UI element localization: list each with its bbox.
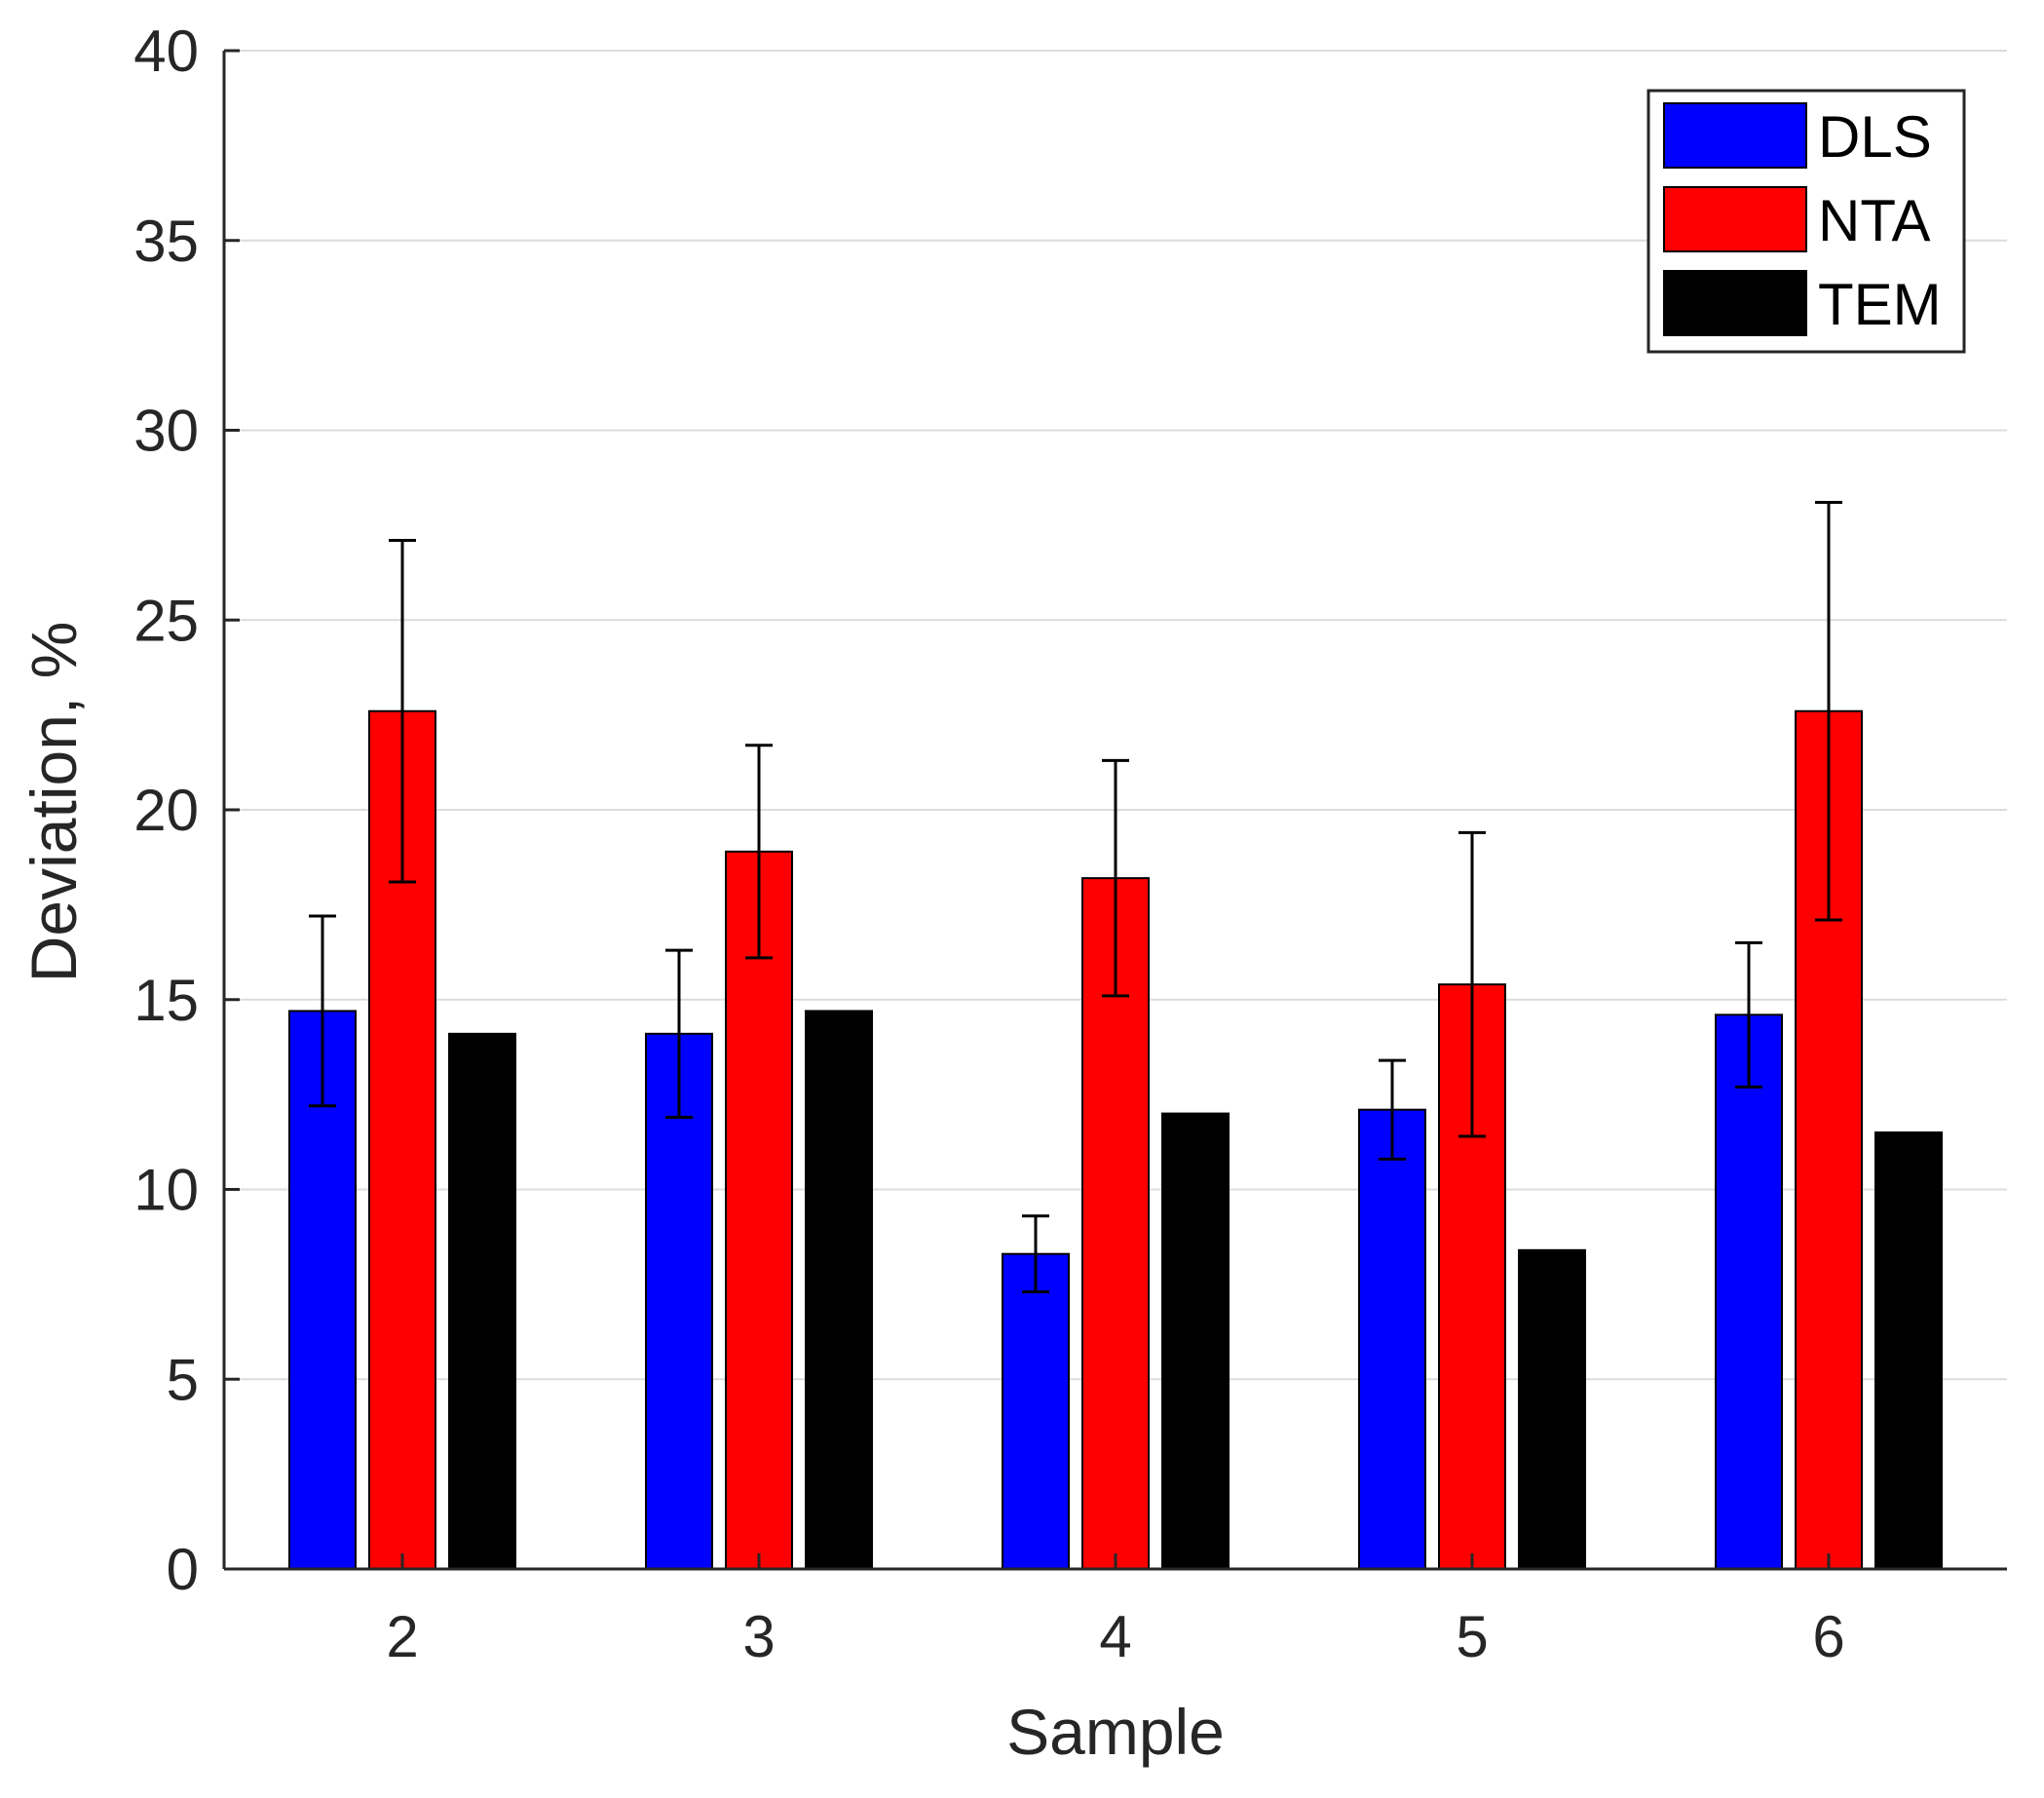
bar-tem-sample-3: [805, 1010, 873, 1571]
y-axis-title: Deviation, %: [18, 622, 90, 983]
bar-dls-sample-6: [1715, 1014, 1783, 1570]
x-tick-label: 3: [742, 1604, 775, 1669]
y-tick-label: 40: [133, 19, 199, 84]
x-tick-labels: 2 3 4 5 6: [386, 1604, 1844, 1669]
y-tick-label: 0: [167, 1537, 199, 1602]
x-tick-label: 4: [1099, 1604, 1131, 1669]
bars: [288, 709, 1943, 1571]
legend-label-tem: TEM: [1818, 272, 1942, 337]
legend-label-nta: NTA: [1818, 188, 1931, 253]
legend-label-dls: DLS: [1818, 104, 1932, 170]
legend-items: DLS NTA TEM: [1663, 102, 1942, 337]
bar-dls-sample-5: [1358, 1108, 1426, 1570]
bar-dls-sample-3: [645, 1032, 713, 1571]
legend-swatch-dls: [1663, 102, 1807, 169]
y-tick-label: 10: [133, 1158, 199, 1223]
y-tick-label: 20: [133, 778, 199, 843]
x-axis-title: Sample: [1006, 1696, 1225, 1768]
bar-dls-sample-4: [1002, 1252, 1070, 1570]
x-tick-label: 2: [386, 1604, 418, 1669]
axes: [222, 49, 2007, 1571]
legend-swatch-tem: [1663, 270, 1807, 336]
y-tick-label: 15: [133, 968, 199, 1033]
y-tick-labels: 0 5 10 15 20 25 30 35 40: [133, 19, 199, 1602]
bar-tem-sample-4: [1161, 1112, 1230, 1570]
y-tick-label: 35: [133, 209, 199, 274]
legend-swatch-nta: [1663, 186, 1807, 252]
bar-tem-sample-6: [1874, 1131, 1943, 1570]
y-tick-label: 5: [167, 1347, 199, 1412]
bar-tem-sample-5: [1518, 1248, 1586, 1570]
legend: DLS NTA TEM: [1647, 89, 1966, 354]
x-tick-label: 5: [1456, 1604, 1488, 1669]
bar-nta-sample-3: [725, 850, 793, 1570]
bar-tem-sample-2: [448, 1032, 516, 1571]
x-tick-label: 6: [1812, 1604, 1844, 1669]
y-tick-label: 25: [133, 588, 199, 653]
error-bars: [309, 501, 1842, 1294]
y-tick-label: 30: [133, 399, 199, 464]
